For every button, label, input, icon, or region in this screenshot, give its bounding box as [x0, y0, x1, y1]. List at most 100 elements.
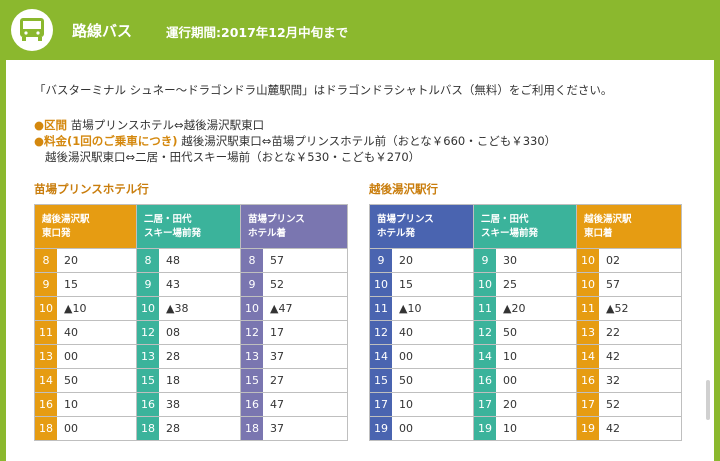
time-cell: 8 57 — [240, 248, 348, 273]
time-cell: 19 10 — [473, 416, 577, 441]
minute-label: 57 — [270, 254, 284, 267]
time-cell: 16 10 — [34, 392, 137, 417]
time-cell: 16 38 — [136, 392, 241, 417]
hour-label: 14 — [35, 369, 57, 392]
hour-label: 10 — [577, 273, 599, 296]
hour-label: 19 — [474, 417, 496, 440]
minute-label: 20 — [503, 398, 517, 411]
fare-text-1: 越後湯沢駅東口⇔苗場プリンスホテル前（おとな￥660・こども￥330） — [181, 134, 557, 148]
hour-label: 13 — [577, 321, 599, 344]
time-cell: 8 48 — [136, 248, 241, 273]
time-cell: 11 ▲52 — [576, 296, 682, 321]
minute-label: 37 — [270, 350, 284, 363]
minute-label: 57 — [606, 278, 620, 291]
timetable-echigo: 苗場プリンス ホテル発 二居・田代 スキー場前発 越後湯沢駅 東口着 9 20 9 30 10… — [369, 204, 682, 441]
minute-label: 37 — [270, 422, 284, 435]
time-cell: 9 30 — [473, 248, 577, 273]
time-cell: 9 43 — [136, 272, 241, 297]
hour-label: 16 — [577, 369, 599, 392]
minute-label: 20 — [399, 254, 413, 267]
hour-label: 9 — [370, 249, 392, 272]
minute-label: 25 — [503, 278, 517, 291]
time-cell: 16 00 — [473, 368, 577, 393]
hour-label: 18 — [241, 417, 263, 440]
hour-label: 17 — [474, 393, 496, 416]
hour-label: 10 — [577, 249, 599, 272]
minute-label: 40 — [399, 326, 413, 339]
minute-label: 10 — [503, 422, 517, 435]
minute-label: 38 — [166, 398, 180, 411]
minute-label: 10 — [503, 350, 517, 363]
hour-label: 8 — [35, 249, 57, 272]
time-cell: 12 50 — [473, 320, 577, 345]
table-row: 14 50 15 18 15 27 — [34, 368, 348, 393]
hour-label: 12 — [137, 321, 159, 344]
hour-label: 9 — [35, 273, 57, 296]
hour-label: 12 — [370, 321, 392, 344]
operation-period: 運行期間:2017年12月中旬まで — [166, 25, 349, 40]
time-cell: 8 20 — [34, 248, 137, 273]
timetable-title-echigo: 越後湯沢駅行 — [369, 182, 438, 196]
bullet-icon: ● — [34, 118, 45, 132]
table-row: 10 15 10 25 10 57 — [369, 272, 682, 297]
minute-label: 47 — [270, 398, 284, 411]
time-cell: 10 ▲47 — [240, 296, 348, 321]
time-cell: 14 50 — [34, 368, 137, 393]
hour-label: 8 — [241, 249, 263, 272]
time-cell: 14 10 — [473, 344, 577, 369]
hour-label: 14 — [577, 345, 599, 368]
time-cell: 18 00 — [34, 416, 137, 441]
route-label: 区間 — [44, 118, 68, 132]
hour-label: 17 — [370, 393, 392, 416]
hour-label: 11 — [577, 297, 599, 320]
table-row: 13 00 13 28 13 37 — [34, 344, 348, 369]
table-row: 18 00 18 28 18 37 — [34, 416, 348, 441]
minute-label: 50 — [503, 326, 517, 339]
timetable-title-naeba: 苗場プリンスホテル行 — [34, 182, 149, 196]
minute-label: 22 — [606, 326, 620, 339]
minute-label: 00 — [399, 422, 413, 435]
hour-label: 10 — [137, 297, 159, 320]
header-col-2: 二居・田代 スキー場前発 — [136, 204, 241, 249]
hour-label: 11 — [370, 297, 392, 320]
hour-label: 13 — [241, 345, 263, 368]
hour-label: 16 — [474, 369, 496, 392]
time-cell: 9 15 — [34, 272, 137, 297]
hour-label: 18 — [137, 417, 159, 440]
time-cell: 13 00 — [34, 344, 137, 369]
table-row: 12 40 12 50 13 22 — [369, 320, 682, 345]
minute-label: 43 — [166, 278, 180, 291]
fare-text-2: 越後湯沢駅東口⇔二居・田代スキー場前（おとな￥530・こども￥270） — [45, 150, 421, 164]
table-row: 19 00 19 10 19 42 — [369, 416, 682, 441]
table-row: 17 10 17 20 17 52 — [369, 392, 682, 417]
table-row: 11 ▲10 11 ▲20 11 ▲52 — [369, 296, 682, 321]
minute-label: ▲10 — [399, 302, 422, 315]
time-cell: 16 47 — [240, 392, 348, 417]
header-col-2: 二居・田代 スキー場前発 — [473, 204, 577, 249]
time-cell: 12 40 — [369, 320, 474, 345]
minute-label: 27 — [270, 374, 284, 387]
minute-label: 28 — [166, 422, 180, 435]
minute-label: 20 — [64, 254, 78, 267]
minute-label: ▲20 — [503, 302, 526, 315]
minute-label: ▲47 — [270, 302, 293, 315]
minute-label: 32 — [606, 374, 620, 387]
minute-label: 10 — [399, 398, 413, 411]
minute-label: ▲10 — [64, 302, 87, 315]
hour-label: 10 — [474, 273, 496, 296]
hour-label: 11 — [474, 297, 496, 320]
time-cell: 13 28 — [136, 344, 241, 369]
hour-label: 18 — [35, 417, 57, 440]
time-cell: 12 08 — [136, 320, 241, 345]
minute-label: 50 — [64, 374, 78, 387]
hour-label: 9 — [137, 273, 159, 296]
time-cell: 15 27 — [240, 368, 348, 393]
minute-label: 52 — [606, 398, 620, 411]
scrollbar-thumb[interactable] — [706, 380, 710, 420]
minute-label: 17 — [270, 326, 284, 339]
hour-label: 11 — [35, 321, 57, 344]
table-row: 9 20 9 30 10 02 — [369, 248, 682, 273]
route-text: 苗場プリンスホテル⇔越後湯沢駅東口 — [70, 118, 265, 132]
bus-icon — [11, 9, 53, 51]
